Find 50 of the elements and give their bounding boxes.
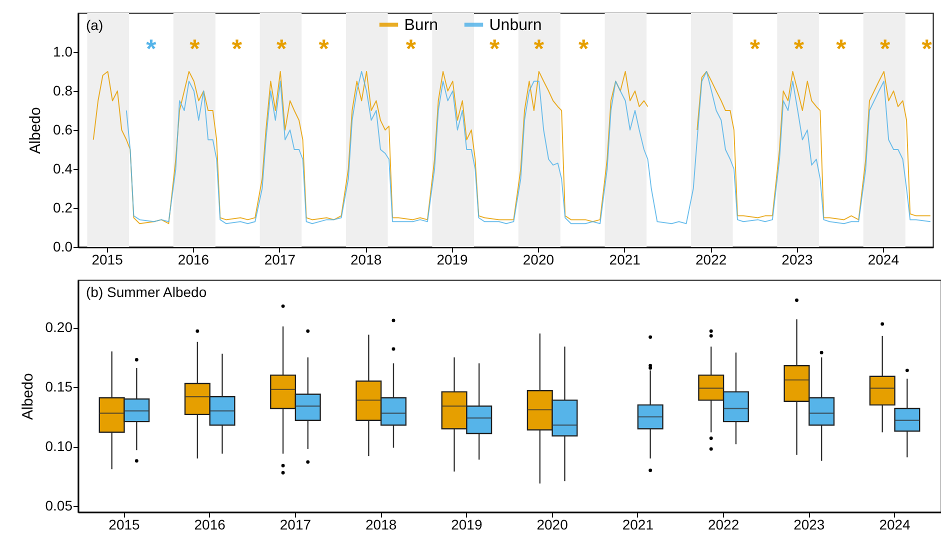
x-tick-label: 2016 [178, 252, 210, 268]
y-tick-label: 0.10 [45, 438, 73, 454]
x-tick-label: 2017 [280, 516, 312, 532]
x-tick-label: 2015 [92, 252, 124, 268]
annotation: * [880, 33, 892, 64]
annotation: * [922, 33, 933, 64]
x-tick-label: 2023 [794, 516, 825, 532]
annotation: * [232, 33, 243, 64]
legend-label: Unburn [489, 16, 542, 34]
y-axis-title: Albedo [19, 373, 36, 420]
x-tick-label: 2018 [350, 252, 382, 268]
x-tick-label: 2017 [264, 252, 296, 268]
x-tick-label: 2021 [609, 252, 641, 268]
annotation: * [276, 33, 288, 64]
x-tick-label: 2019 [451, 516, 482, 532]
x-tick-label: 2021 [622, 516, 654, 532]
legend-label: Burn [404, 16, 438, 34]
y-tick-label: 0.15 [45, 378, 73, 395]
y-tick-label: 0.0 [53, 238, 73, 254]
annotation: * [318, 33, 330, 64]
y-tick-label: 0.8 [53, 82, 73, 98]
y-tick-label: 0.4 [53, 160, 73, 176]
annotation: * [146, 33, 158, 64]
x-tick-label: 2020 [522, 252, 554, 268]
annotation: * [534, 33, 545, 64]
x-tick-label: 2015 [108, 516, 140, 532]
annotation: * [750, 33, 761, 64]
annotation: * [489, 33, 500, 64]
x-tick-label: 2022 [695, 252, 727, 268]
annotation: * [578, 33, 590, 64]
y-tick-label: 0.20 [45, 319, 73, 336]
x-tick-label: 2023 [782, 252, 814, 268]
annotation: * [836, 33, 848, 64]
x-tick-label: 2024 [879, 516, 911, 532]
x-tick-label: 2019 [436, 252, 468, 268]
x-tick-label: 2022 [708, 516, 740, 532]
y-tick-label: 0.6 [53, 122, 73, 138]
x-tick-label: 2016 [194, 516, 226, 532]
annotation: * [794, 33, 805, 64]
annotation: * [406, 33, 417, 64]
annotation: * [190, 33, 201, 64]
x-tick-label: 2020 [536, 516, 568, 532]
x-tick-label: 2018 [366, 516, 397, 532]
y-tick-label: 0.2 [53, 200, 73, 216]
y-axis-title: Albedo [27, 107, 44, 154]
chart-title: (b) Summer Albedo [86, 284, 207, 300]
y-tick-label: 1.0 [53, 44, 73, 60]
chart-title: (a) [86, 17, 104, 33]
x-tick-label: 2024 [868, 252, 900, 268]
y-tick-label: 0.05 [45, 498, 73, 514]
